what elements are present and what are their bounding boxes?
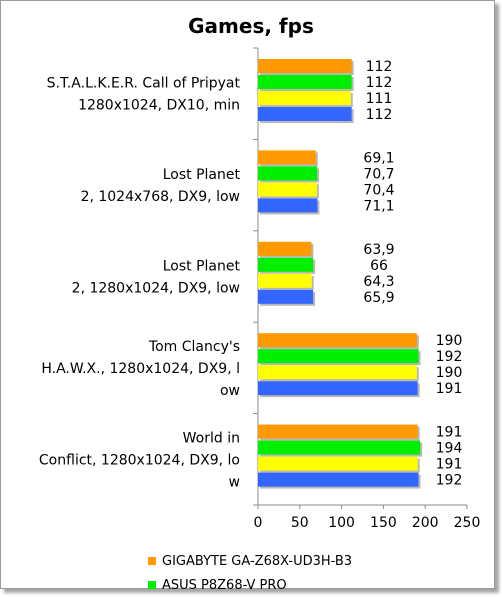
category-label: H.A.W.X., 1280x1024, DX9, l (41, 361, 240, 377)
bar (258, 456, 418, 471)
legend-swatch (148, 581, 156, 589)
x-tick-label: 150 (370, 515, 397, 531)
bar (258, 59, 352, 73)
data-label: 112 (366, 107, 393, 123)
bar (258, 365, 417, 380)
x-tick-label: 0 (254, 515, 263, 531)
legend-item: GIGABYTE GA-Z68X-UD3H-B3 (148, 549, 352, 573)
data-label: 70,4 (363, 182, 394, 198)
data-label: 191 (436, 381, 463, 397)
legend-label: ASUS P8Z68-V PRO (162, 577, 287, 593)
category-label: Conflict, 1280x1024, DX9, lo (39, 452, 240, 468)
data-label: 64,3 (363, 274, 394, 290)
category-label: 2, 1024x768, DX9, low (81, 189, 240, 205)
data-label: 111 (366, 91, 393, 107)
category-label: w (229, 474, 240, 490)
data-label: 192 (436, 349, 463, 365)
data-label: 66 (370, 258, 388, 274)
legend-label: GIGABYTE GA-Z68X-UD3H-B3 (162, 553, 353, 569)
bar (258, 472, 419, 487)
category-label: Lost Planet (163, 167, 241, 183)
bar (258, 333, 417, 348)
data-label: 70,7 (363, 166, 394, 182)
legend: GIGABYTE GA-Z68X-UD3H-B3 ASUS P8Z68-V PRO (148, 549, 352, 597)
category-label: Lost Planet (163, 259, 241, 275)
bar (258, 107, 352, 121)
data-label: 191 (436, 457, 463, 473)
data-label: 63,9 (363, 242, 394, 258)
bar (258, 198, 318, 213)
data-label: 71,1 (363, 198, 394, 214)
bar (258, 166, 318, 181)
category-label: 2, 1280x1024, DX9, low (72, 281, 240, 297)
bar (258, 150, 316, 165)
bar (258, 257, 314, 272)
data-label: 190 (436, 365, 463, 381)
chart-frame (0, 0, 495, 589)
category-label: World in (183, 430, 240, 446)
bar (258, 91, 351, 105)
legend-swatch (148, 557, 156, 565)
category-label: Tom Clancy's (148, 339, 240, 355)
category-label: 1280x1024, DX10, min (78, 98, 240, 114)
x-tick-label: 250 (454, 515, 481, 531)
category-label: S.T.A.L.K.E.R. Call of Pripyat (47, 76, 241, 92)
bar (258, 273, 312, 288)
x-tick-label: 100 (328, 515, 355, 531)
bar (258, 349, 419, 364)
data-label: 69,1 (363, 150, 394, 166)
x-tick-label: 200 (412, 515, 439, 531)
legend-item: ASUS P8Z68-V PRO (148, 573, 352, 597)
bar (258, 381, 418, 396)
bar (258, 241, 312, 256)
bar (258, 75, 352, 89)
data-label: 190 (436, 333, 463, 349)
bar (258, 289, 314, 304)
bar (258, 440, 421, 455)
bar (258, 424, 418, 439)
bar (258, 182, 317, 197)
data-label: 191 (436, 425, 463, 441)
data-label: 194 (436, 441, 463, 457)
data-label: 112 (366, 59, 393, 75)
data-label: 112 (366, 75, 393, 91)
chart-title: Games, fps (188, 14, 314, 38)
x-tick-label: 50 (291, 515, 309, 531)
category-label: ow (220, 383, 240, 399)
data-label: 192 (436, 473, 463, 489)
data-label: 65,9 (363, 290, 394, 306)
